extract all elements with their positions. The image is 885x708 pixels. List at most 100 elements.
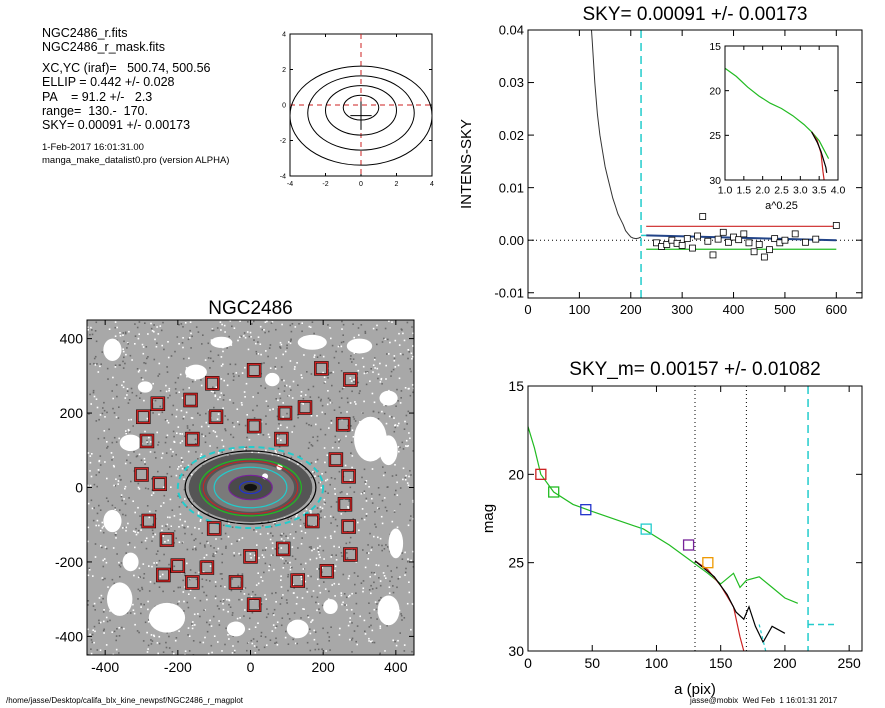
noise-speck xyxy=(99,509,102,511)
noise-speck xyxy=(319,545,321,547)
sky-box-inner xyxy=(156,568,171,582)
noise-speck xyxy=(207,409,210,411)
noise-speck xyxy=(275,625,278,628)
noise-speck xyxy=(109,619,111,622)
noise-speck xyxy=(122,360,124,363)
noise-speck xyxy=(275,451,277,454)
noise-speck xyxy=(113,412,116,414)
noise-speck xyxy=(106,620,109,623)
noise-speck xyxy=(261,328,264,331)
noise-speck xyxy=(252,591,254,593)
noise-speck xyxy=(178,391,180,393)
sky-point xyxy=(725,238,732,246)
noise-speck xyxy=(384,650,386,652)
noise-speck xyxy=(128,542,131,544)
noise-speck xyxy=(290,330,293,333)
noise-speck xyxy=(106,367,109,370)
noise-speck xyxy=(330,522,332,524)
noise-speck xyxy=(402,467,405,470)
noise-speck xyxy=(182,461,184,463)
noise-speck xyxy=(244,396,246,398)
noise-speck xyxy=(285,535,287,537)
noise-speck xyxy=(294,642,297,645)
noise-speck xyxy=(303,608,305,610)
noise-speck xyxy=(275,641,278,644)
iso-ytick-label: 4 xyxy=(282,32,286,39)
noise-speck xyxy=(221,561,223,564)
noise-speck xyxy=(136,455,139,457)
noise-speck xyxy=(126,612,129,614)
noise-speck xyxy=(306,641,309,644)
noise-speck xyxy=(167,516,169,519)
noise-speck xyxy=(365,371,367,373)
noise-speck xyxy=(330,626,332,628)
noise-speck xyxy=(286,412,288,415)
noise-speck xyxy=(351,466,353,469)
noise-speck xyxy=(313,629,315,632)
noise-speck xyxy=(396,494,399,496)
noise-speck xyxy=(104,577,106,580)
noise-speck xyxy=(117,483,119,485)
noise-speck xyxy=(327,324,329,326)
noise-speck xyxy=(89,470,91,472)
noise-speck xyxy=(310,510,312,512)
noise-speck xyxy=(356,625,359,627)
noise-speck xyxy=(182,417,185,420)
sky-frame xyxy=(527,29,863,299)
noise-speck xyxy=(379,362,381,365)
noise-speck xyxy=(87,600,90,602)
noise-speck xyxy=(129,462,132,464)
image-isophote xyxy=(213,466,288,509)
inset-xtick-label: 3.5 xyxy=(812,185,827,197)
noise-speck xyxy=(281,323,283,326)
noise-speck xyxy=(142,563,145,565)
noise-speck xyxy=(171,413,173,416)
noise-speck xyxy=(198,528,200,530)
noise-speck xyxy=(200,384,203,387)
noise-speck xyxy=(374,367,376,369)
noise-speck xyxy=(142,378,144,381)
noise-speck xyxy=(239,320,241,322)
noise-speck xyxy=(298,323,300,325)
noise-speck xyxy=(280,538,283,540)
noise-speck xyxy=(153,562,155,564)
noise-speck xyxy=(403,650,406,652)
sky-point xyxy=(663,240,671,248)
noise-speck xyxy=(381,522,384,525)
noise-speck xyxy=(147,356,149,358)
noise-speck xyxy=(369,380,371,382)
noise-speck xyxy=(343,386,345,388)
sky-xtick-label: 500 xyxy=(774,302,796,317)
noise-speck xyxy=(117,417,120,419)
noise-speck xyxy=(159,405,162,408)
noise-speck xyxy=(291,323,294,325)
noise-speck xyxy=(268,565,270,568)
noise-speck xyxy=(238,539,241,541)
noise-speck xyxy=(394,426,397,429)
noise-speck xyxy=(312,471,314,473)
noise-speck xyxy=(146,631,148,634)
noise-speck xyxy=(226,598,228,601)
noise-speck xyxy=(209,357,212,360)
noise-speck xyxy=(284,385,286,387)
noise-speck xyxy=(111,459,113,461)
noise-speck xyxy=(250,336,252,338)
noise-speck xyxy=(313,356,315,358)
noise-speck xyxy=(170,486,172,488)
sky-box-inner xyxy=(152,477,167,491)
noise-speck xyxy=(92,389,95,392)
noise-speck xyxy=(351,637,354,640)
noise-speck xyxy=(143,603,145,606)
sky-box-inner xyxy=(205,376,220,391)
noise-speck xyxy=(90,403,92,405)
noise-speck xyxy=(411,355,414,358)
iso-ytick-label: 2 xyxy=(282,67,286,74)
noise-speck xyxy=(292,638,294,641)
noise-speck xyxy=(121,384,123,387)
noise-speck xyxy=(141,343,144,346)
noise-speck xyxy=(153,634,155,637)
noise-speck xyxy=(342,334,344,336)
image-xtick-label: -400 xyxy=(91,659,119,675)
noise-speck xyxy=(388,550,391,553)
sky-ytick-label: 0.01 xyxy=(499,180,524,195)
